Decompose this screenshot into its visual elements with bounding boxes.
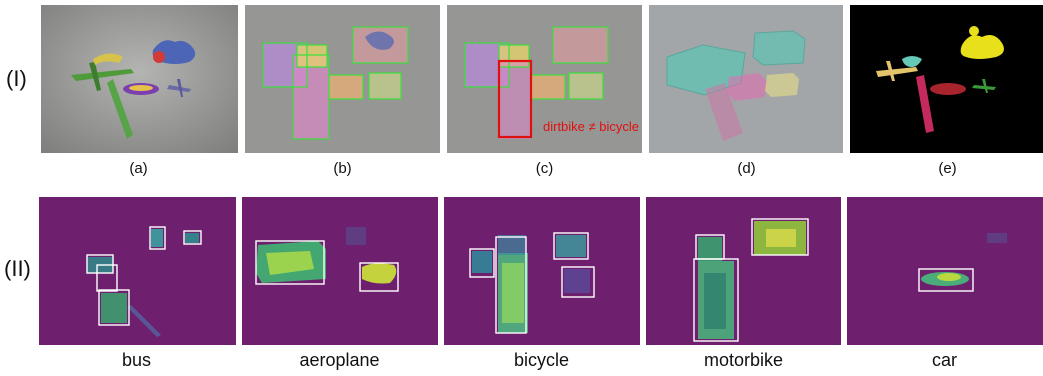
panel-e-segmentation-image: [850, 5, 1043, 153]
heatmap-car: [847, 197, 1043, 345]
caption-car: car: [931, 350, 957, 370]
row-label-ii: (II): [4, 256, 31, 281]
heatmap-bicycle: [444, 197, 640, 345]
misclassification-annotation: dirtbike ≠ bicycle: [543, 119, 640, 134]
caption-bus: bus: [121, 350, 152, 370]
caption-motorbike: motorbike: [703, 350, 784, 370]
panel-a-scene-image: [41, 5, 238, 153]
caption-aeroplane: aeroplane: [299, 350, 380, 370]
caption-bicycle: bicycle: [513, 350, 570, 370]
panel-c-misclassification-image: [447, 5, 642, 153]
caption-e: (e): [938, 160, 957, 177]
heatmap-bus: [39, 197, 236, 345]
caption-c: (c): [535, 160, 554, 177]
heatmap-motorbike: [646, 197, 841, 345]
caption-b: (b): [333, 160, 352, 177]
panel-d-3d-box-image: [649, 5, 843, 153]
caption-d: (d): [737, 160, 756, 177]
caption-a: (a): [129, 160, 148, 177]
row-label-i: (I): [6, 66, 27, 91]
panel-b-detection-image: [245, 5, 440, 153]
heatmap-aeroplane: [242, 197, 438, 345]
